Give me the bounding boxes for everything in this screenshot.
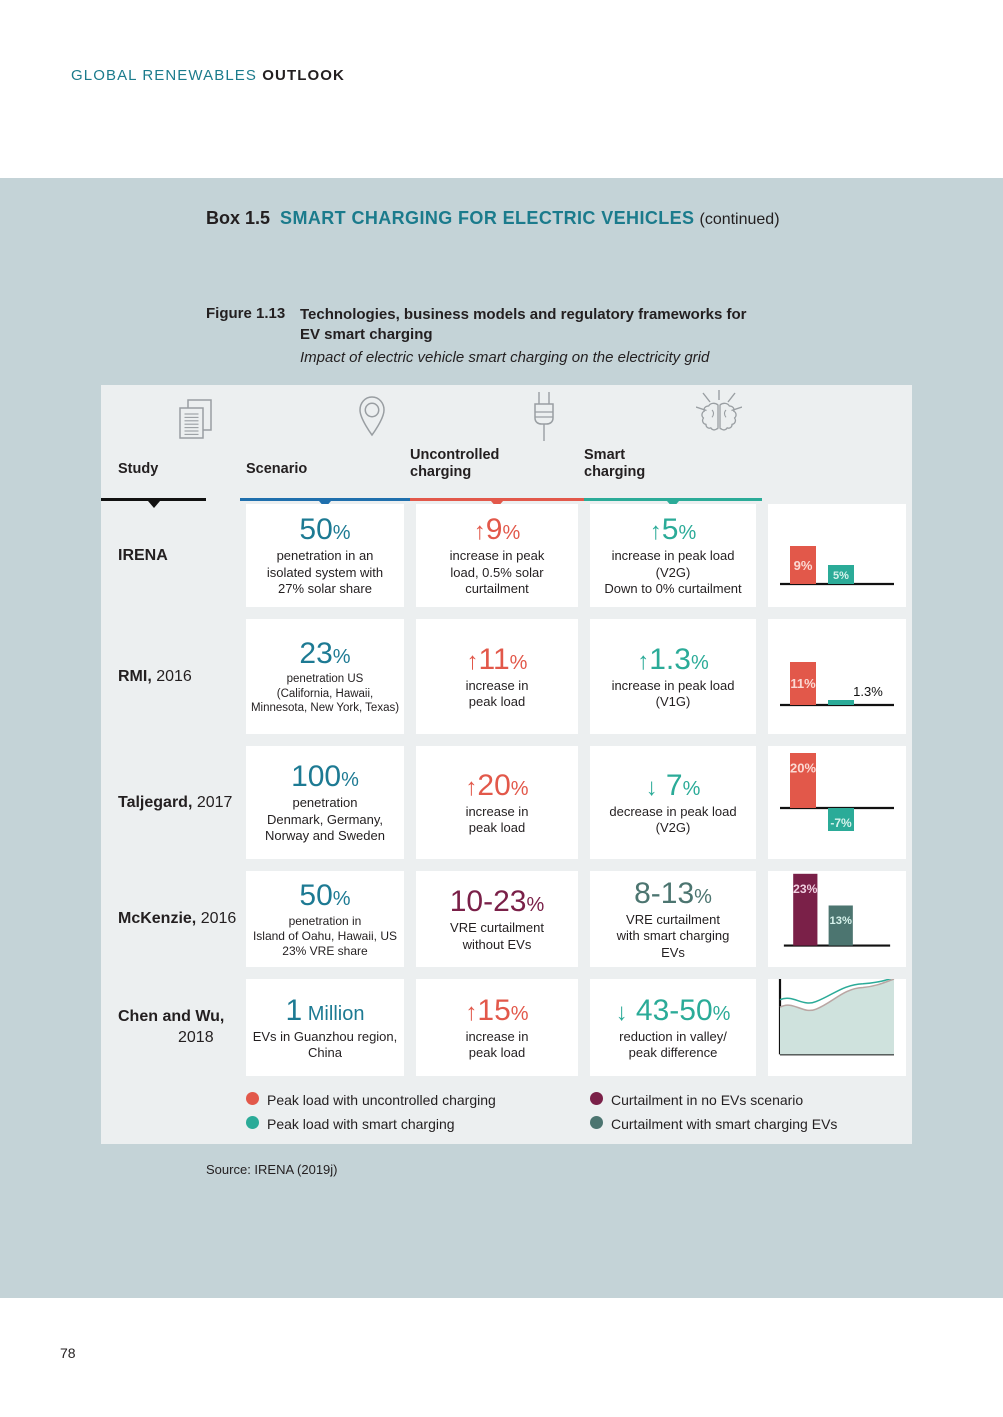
svg-text:11%: 11% xyxy=(790,676,816,691)
svg-text:9%: 9% xyxy=(794,558,813,573)
svg-text:-7%: -7% xyxy=(830,816,852,830)
svg-text:23%: 23% xyxy=(793,882,817,896)
svg-text:13%: 13% xyxy=(830,915,852,927)
svg-text:5%: 5% xyxy=(833,570,849,582)
svg-text:1.3%: 1.3% xyxy=(853,684,883,699)
svg-text:20%: 20% xyxy=(790,761,816,776)
